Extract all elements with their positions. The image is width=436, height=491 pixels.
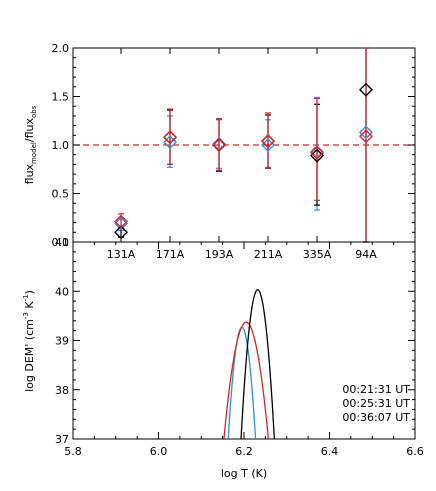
top-y-axis: 0.0 0.5 1.0 1.5 2.0 (52, 42, 415, 249)
diamond-marker (310, 145, 324, 160)
bottom-x-tick-label: 6.2 (235, 445, 253, 458)
bottom-x-axis: 5.8 6.0 6.2 6.4 6.6 (64, 242, 424, 458)
diamond-marker (310, 148, 324, 163)
category-label: 193A (205, 248, 234, 261)
bottom-y-tick-label: 39 (55, 335, 69, 348)
diamond-marker (359, 129, 373, 144)
dem-curve (240, 289, 275, 440)
diamond-marker (114, 214, 128, 229)
legend-entry: 00:25:31 UT (342, 397, 410, 410)
category-label: 94A (355, 248, 377, 261)
legend-entry: 00:36:07 UT (342, 411, 410, 424)
top-x-axis: 131A 171A 193A 211A 335A 94A (107, 48, 377, 261)
top-data-marks (114, 47, 373, 243)
diamond-marker (114, 216, 128, 231)
diamond-marker (212, 138, 226, 152)
category-label: 335A (303, 248, 332, 261)
bottom-y-tick-label: 41 (55, 236, 69, 249)
bottom-y-axis-label: log DEM' (cm-3 K-1) (22, 290, 36, 392)
legend-entry: 00:21:31 UT (342, 383, 410, 396)
bottom-x-tick-label: 5.8 (64, 445, 82, 458)
category-label: 171A (156, 248, 185, 261)
diamond-marker (114, 225, 128, 240)
bottom-x-tick-label: 6.0 (150, 445, 168, 458)
top-y-tick-label: 0.5 (52, 188, 70, 201)
bottom-y-tick-label: 40 (55, 285, 69, 298)
top-y-tick-label: 2.0 (52, 42, 70, 55)
diamond-marker (163, 130, 177, 145)
top-y-axis-label: fluxmodel/fluxobs (23, 105, 38, 184)
bottom-y-tick-label: 37 (55, 433, 69, 446)
category-label: 131A (107, 248, 136, 261)
bottom-y-axis: 37 38 39 40 41 (55, 236, 415, 446)
dem-curve (223, 321, 270, 440)
bottom-x-tick-label: 6.4 (321, 445, 339, 458)
diamond-marker (359, 125, 373, 140)
top-panel: 0.00.51.01.52.0 131A 171A 193A 211A 335A 94A … (23, 42, 416, 261)
top-y-tick-label: 1.5 (52, 91, 70, 104)
bottom-x-axis-label: log T (K) (221, 467, 267, 480)
bottom-curves (223, 289, 275, 440)
bottom-x-tick-label: 6.6 (406, 445, 424, 458)
diamond-marker (359, 82, 373, 97)
top-y-tick-label: 0.0 (52, 236, 70, 249)
category-label: 211A (254, 248, 283, 261)
diamond-marker (261, 134, 275, 149)
top-y-tick-label: 1.0 (52, 139, 70, 152)
bottom-y-tick-label: 38 (55, 384, 69, 397)
